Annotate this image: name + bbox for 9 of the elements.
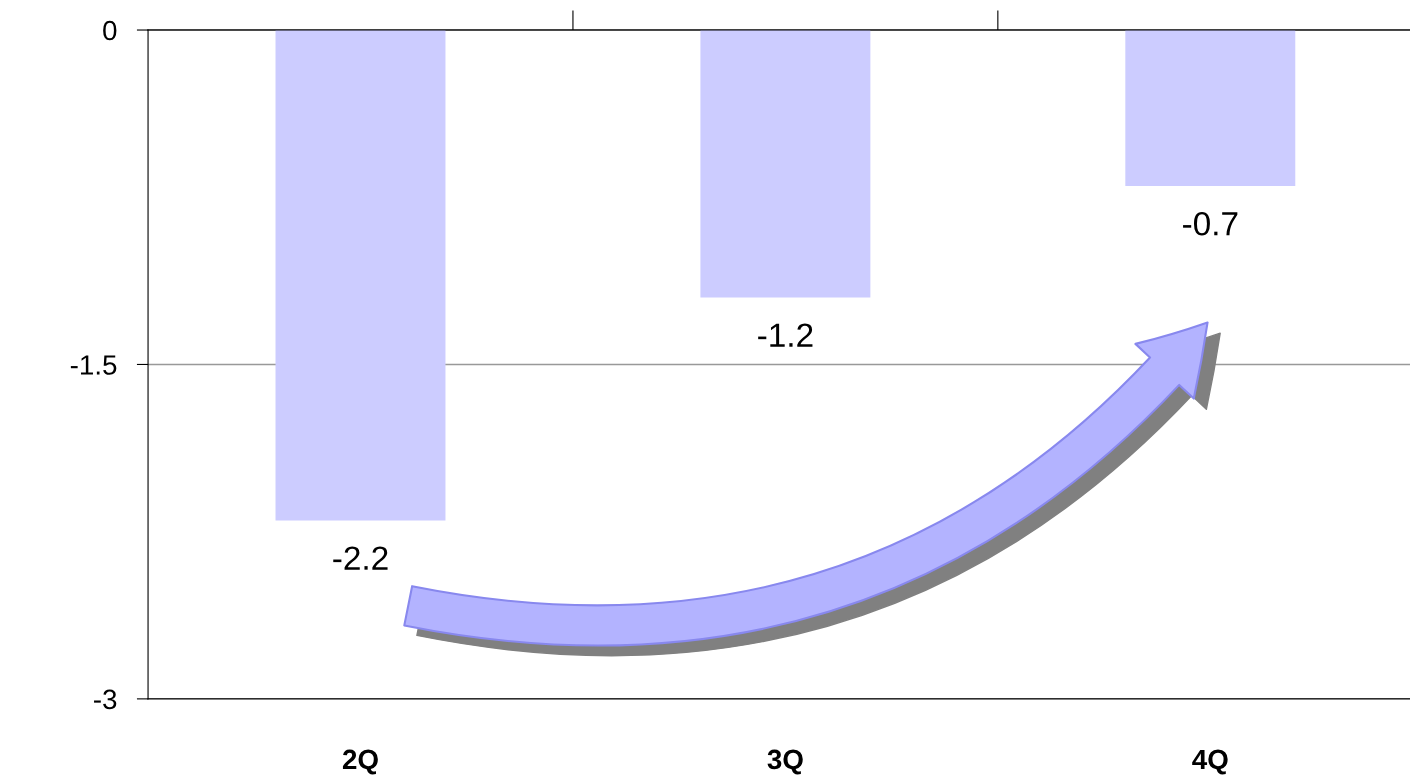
x-tick-label: 2Q xyxy=(342,749,378,775)
data-label: -1.2 xyxy=(758,323,813,347)
y-tick-label: -1.5 xyxy=(70,355,117,375)
y-tick-label: 0 xyxy=(103,20,117,41)
data-label: -0.7 xyxy=(1183,211,1238,236)
x-tick-label: 4Q xyxy=(1192,749,1228,775)
y-tick-label: -3 xyxy=(94,689,117,710)
data-label: -2.2 xyxy=(333,546,388,570)
x-tick-label: 3Q xyxy=(767,749,803,775)
